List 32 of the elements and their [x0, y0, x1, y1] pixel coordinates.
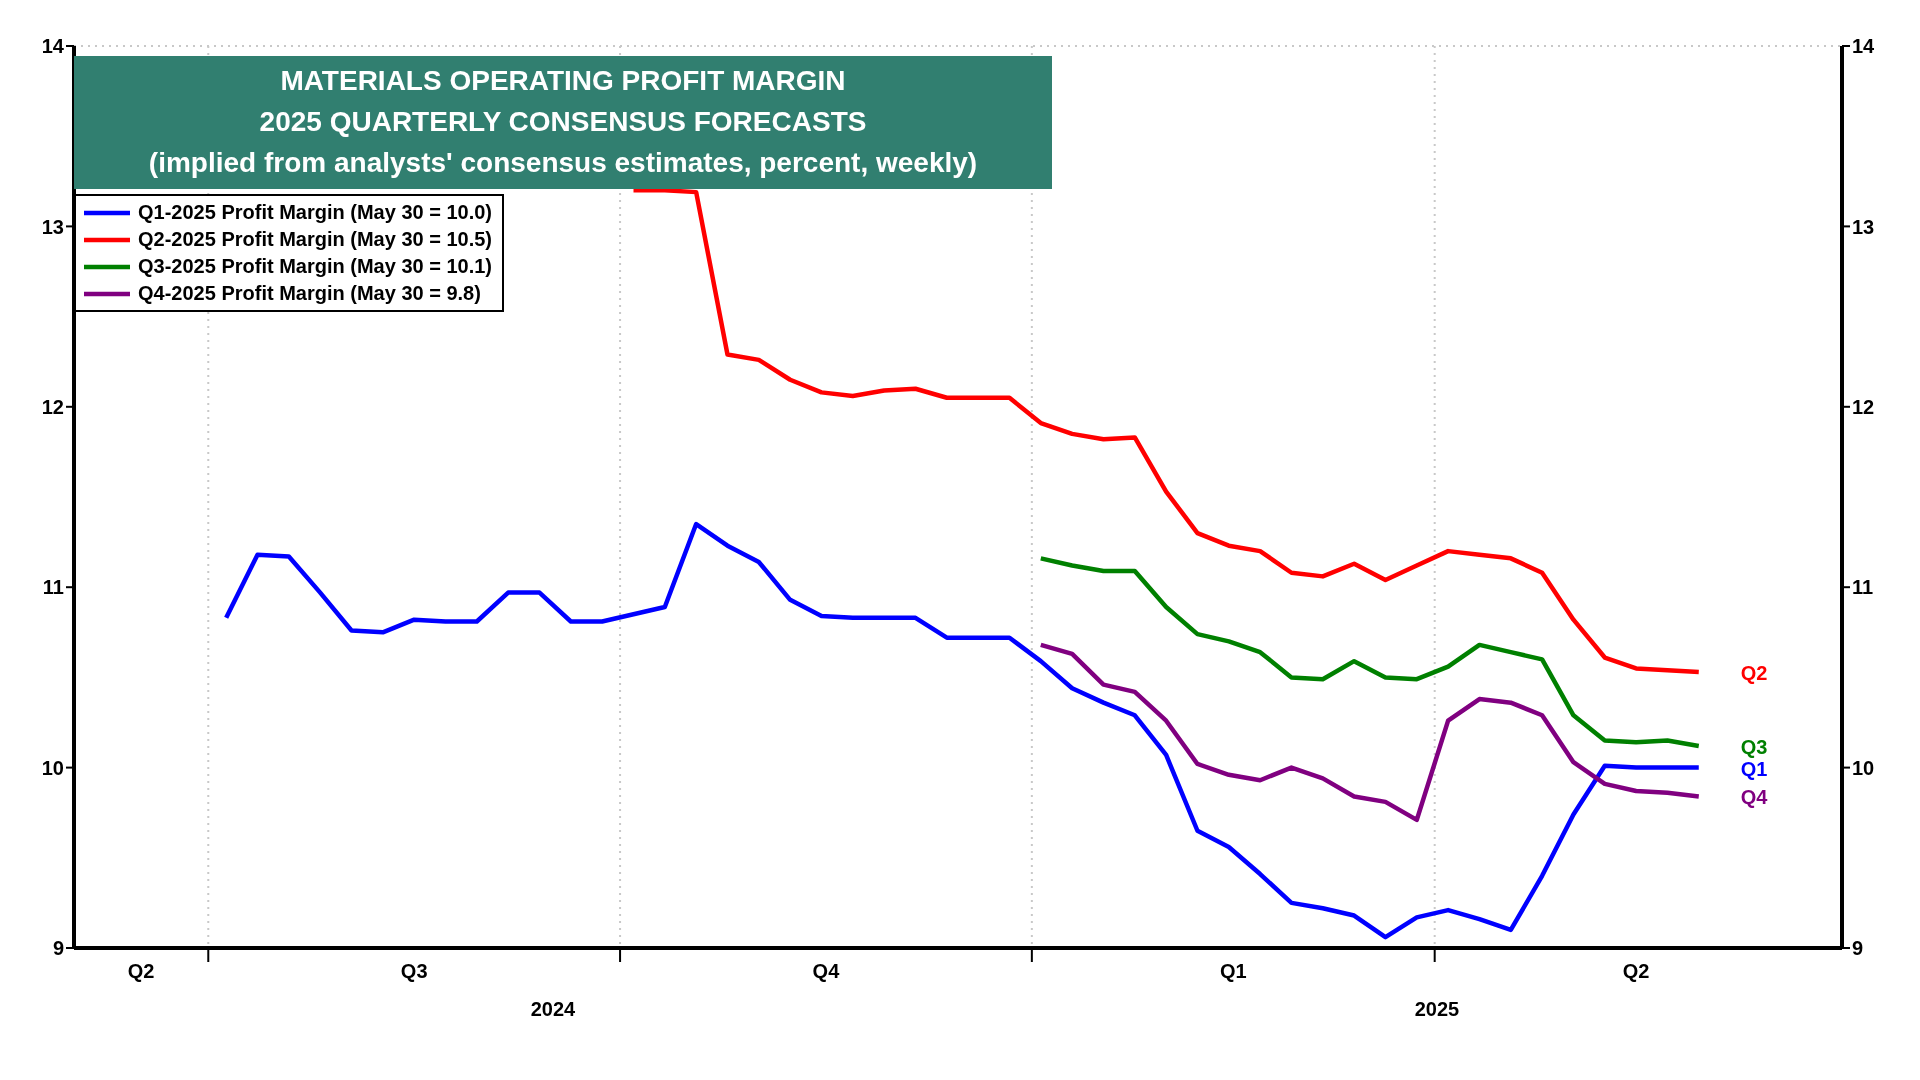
y2-tick-label: 11: [1852, 576, 1874, 599]
title-panel: MATERIALS OPERATING PROFIT MARGIN 2025 QUARTERLY CONSENSUS FORECASTS (implied from analysts' consensus estimates, percent, weekly): [74, 56, 1052, 189]
annotation: Q4: [1740, 786, 1769, 809]
legend-label: Q1-2025 Profit Margin (May 30 = 10.0): [138, 201, 493, 224]
y-tick-label: 14: [41, 35, 65, 58]
y-tick-label: 13: [41, 215, 64, 238]
y-tick-label: 10: [41, 756, 64, 779]
text: 2024: [530, 998, 577, 1020]
x-tick-label: Q2: [127, 960, 155, 982]
y-tick-label: 11: [42, 576, 64, 599]
text: 2025: [1414, 998, 1460, 1020]
y2-tick-label: 13: [1852, 215, 1875, 238]
line-series: [631, 188, 1702, 675]
y2-tick-label: 12: [1852, 395, 1875, 418]
x-tick-label: Q4: [812, 960, 841, 982]
legend-label: Q3-2025 Profit Margin (May 30 = 10.1): [138, 255, 493, 278]
y2-tick-label: 10: [1852, 756, 1875, 779]
line-series: [1038, 642, 1702, 823]
y-tick-label: 9: [52, 937, 64, 960]
x-tick-label: Q1: [1219, 960, 1247, 982]
annotation: Q3: [1740, 735, 1768, 758]
annotation: Q2: [1740, 661, 1768, 684]
x-tick-label: Q3: [400, 960, 428, 982]
line-series: [223, 521, 1702, 940]
y-tick-label: 12: [41, 395, 64, 418]
legend-label: Q4-2025 Profit Margin (May 30 = 9.8): [138, 282, 481, 305]
line-series: [1038, 556, 1702, 749]
annotation: Q1: [1740, 757, 1768, 780]
legend-label: Q2-2025 Profit Margin (May 30 = 10.5): [138, 228, 493, 251]
y2-tick-label: 9: [1852, 937, 1864, 960]
y2-tick-label: 14: [1852, 35, 1876, 58]
x-tick-label: Q2: [1622, 960, 1650, 982]
